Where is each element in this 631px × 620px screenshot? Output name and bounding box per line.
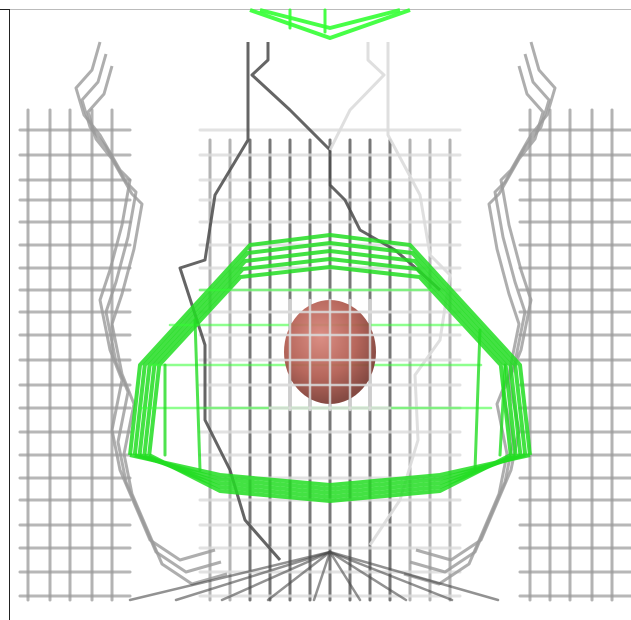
green-mesh-meridian-edge	[195, 320, 200, 470]
gray-mesh-center-edge	[330, 42, 384, 150]
green-mesh-meridian-edge	[475, 330, 480, 470]
gray-mesh-bottom-fan-edge	[330, 552, 406, 600]
gray-mesh-fold-left	[76, 42, 215, 560]
gray-mesh-bottom-fan-edge	[176, 552, 330, 600]
